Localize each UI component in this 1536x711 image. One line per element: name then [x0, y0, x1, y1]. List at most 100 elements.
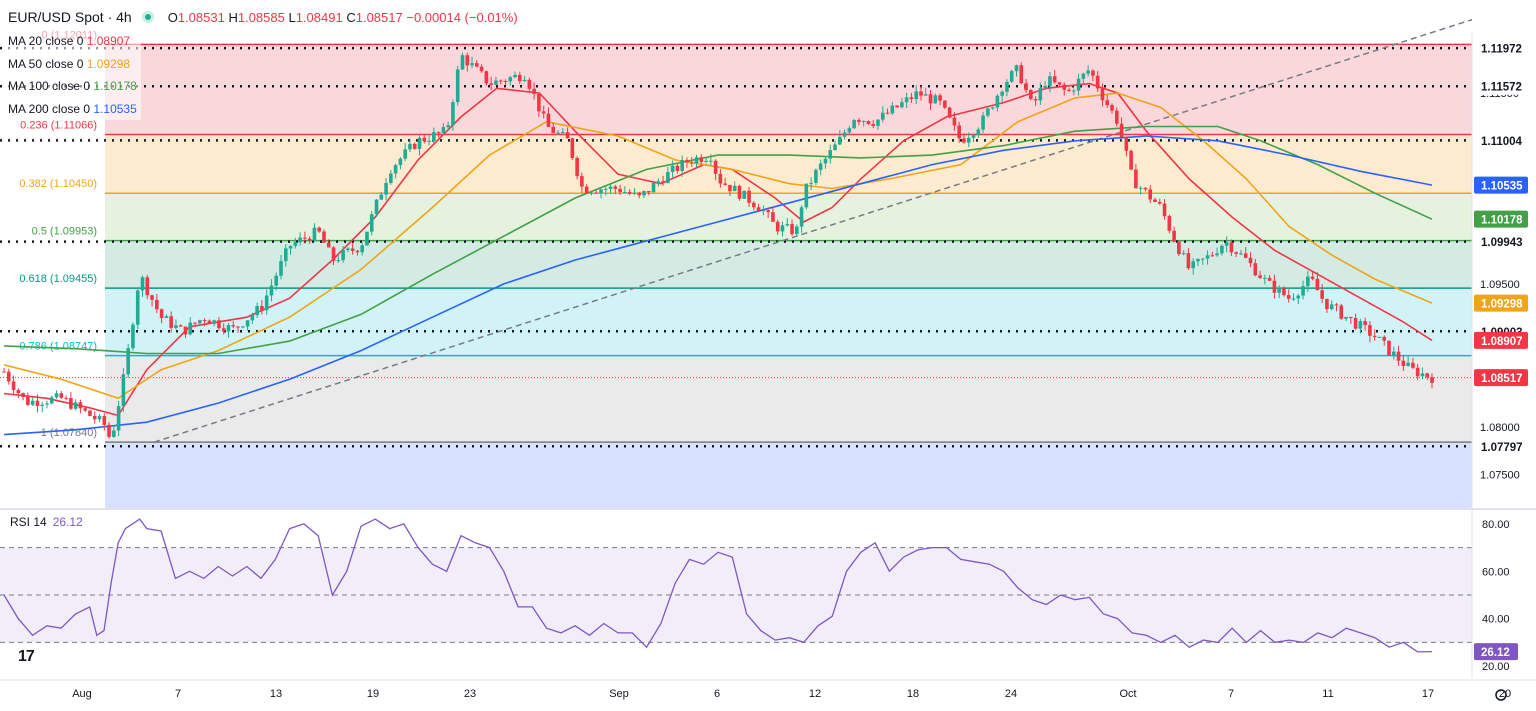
candle-body: [193, 322, 197, 324]
price-label-box: [1474, 331, 1528, 349]
candle-body: [513, 74, 517, 78]
ma100-label: MA 100 close 0: [8, 79, 91, 93]
candle-body: [1181, 253, 1186, 255]
symbol-title[interactable]: EUR/USD Spot · 4h: [8, 9, 132, 25]
candle-body: [155, 299, 159, 310]
price-label-box: [1474, 210, 1528, 228]
candle-body: [852, 119, 856, 129]
candle-body: [417, 137, 422, 149]
ma20-label: MA 20 close 0: [8, 34, 84, 48]
rsi-legend[interactable]: RSI 14 26.12: [10, 515, 83, 529]
candle-body: [508, 77, 513, 82]
candle-body: [646, 191, 651, 193]
ma200-legend[interactable]: MA 200 close 0 1.10535: [4, 97, 141, 120]
candle-body: [451, 102, 455, 126]
candle-body: [212, 320, 216, 324]
candle-body: [1258, 275, 1262, 279]
candle-body: [556, 132, 560, 134]
candle-body: [298, 237, 302, 243]
ma50-line[interactable]: [3, 92, 1433, 400]
candle-body: [1200, 258, 1205, 260]
ma100-legend[interactable]: MA 100 close 0 1.10178: [4, 75, 141, 98]
candle-body: [919, 91, 923, 96]
fib-label-0.236: 0.236 (1.11066): [20, 119, 97, 131]
candle-body: [517, 74, 522, 82]
ma100-line[interactable]: [3, 125, 1433, 355]
candle-body: [78, 402, 83, 409]
candle-body: [1105, 100, 1110, 106]
candle-body: [11, 381, 16, 391]
ma50-legend[interactable]: MA 50 close 0 1.09298: [4, 52, 141, 75]
candle-body: [713, 160, 718, 174]
candle-body: [183, 326, 188, 335]
candle-body: [202, 320, 207, 322]
candle-body: [1157, 201, 1162, 204]
candle-body: [326, 242, 331, 248]
candle-body: [317, 227, 322, 232]
candle-body: [1310, 276, 1315, 279]
candle-body: [432, 132, 436, 142]
ma100-value: 1.10178: [93, 79, 137, 93]
candle-body: [1014, 65, 1019, 72]
candle-body: [131, 324, 135, 349]
price-label-box: [1474, 77, 1528, 95]
price-axis[interactable]: [1472, 0, 1536, 706]
candle-body: [1191, 261, 1196, 269]
candle-body: [255, 306, 259, 316]
settings-gear-icon[interactable]: [1495, 689, 1507, 701]
candle-body: [608, 186, 613, 189]
candle-body: [1196, 258, 1200, 262]
ma200-line[interactable]: [3, 135, 1433, 436]
candle-body: [389, 173, 393, 183]
price-label-box: [1474, 176, 1528, 194]
candle-body: [221, 328, 226, 332]
price-label-box: [1474, 294, 1528, 312]
candle-body: [1057, 82, 1062, 85]
rsi-line[interactable]: [3, 518, 1433, 653]
candle-body: [1377, 336, 1382, 338]
candle-body: [135, 290, 140, 325]
candle-body: [895, 105, 899, 108]
time-tick-7: 7: [1228, 688, 1234, 700]
candle-body: [642, 191, 646, 196]
time-tick-24: 24: [1005, 688, 1017, 700]
open-value: 1.08531: [177, 9, 225, 25]
candle-body: [322, 231, 326, 243]
candle-body: [909, 97, 914, 100]
candle-body: [92, 415, 97, 420]
candle-body: [914, 91, 919, 100]
candle-body: [1420, 373, 1425, 377]
tradingview-logo-icon[interactable]: 17: [18, 648, 35, 665]
candle-body: [45, 403, 49, 405]
fib-zone-extension: [105, 442, 1472, 508]
candle-body: [1272, 280, 1277, 293]
candle-body: [952, 117, 957, 126]
candle-body: [1267, 277, 1272, 281]
candle-body: [489, 83, 493, 85]
candle-body: [1315, 278, 1320, 291]
candle-body: [264, 295, 269, 311]
candle-body: [269, 285, 274, 296]
candle-body: [771, 212, 775, 222]
candle-body: [250, 315, 255, 321]
trendline[interactable]: [153, 18, 1473, 443]
time-tick-20: 20: [1499, 688, 1511, 700]
candle-body: [240, 326, 245, 328]
ma20-legend[interactable]: MA 20 close 0 1.08907: [4, 30, 141, 53]
price-tick-label: 1.09500: [1480, 279, 1520, 291]
candle-body: [384, 182, 388, 195]
candle-body: [603, 188, 608, 190]
candle-body: [976, 129, 981, 136]
price-label-1.10535: 1.10535: [1481, 181, 1523, 193]
candle-body: [1387, 340, 1391, 356]
price-label-box: [1474, 369, 1528, 387]
time-tick-6: 6: [714, 688, 720, 700]
time-tick-23: 23: [464, 688, 476, 700]
candle-body: [169, 316, 173, 328]
market-open-icon: [141, 11, 154, 23]
candle-body: [527, 79, 532, 89]
candle-body: [1038, 87, 1043, 101]
candle-body: [64, 397, 68, 399]
fib-label-1: 1 (1.07840): [41, 427, 97, 439]
